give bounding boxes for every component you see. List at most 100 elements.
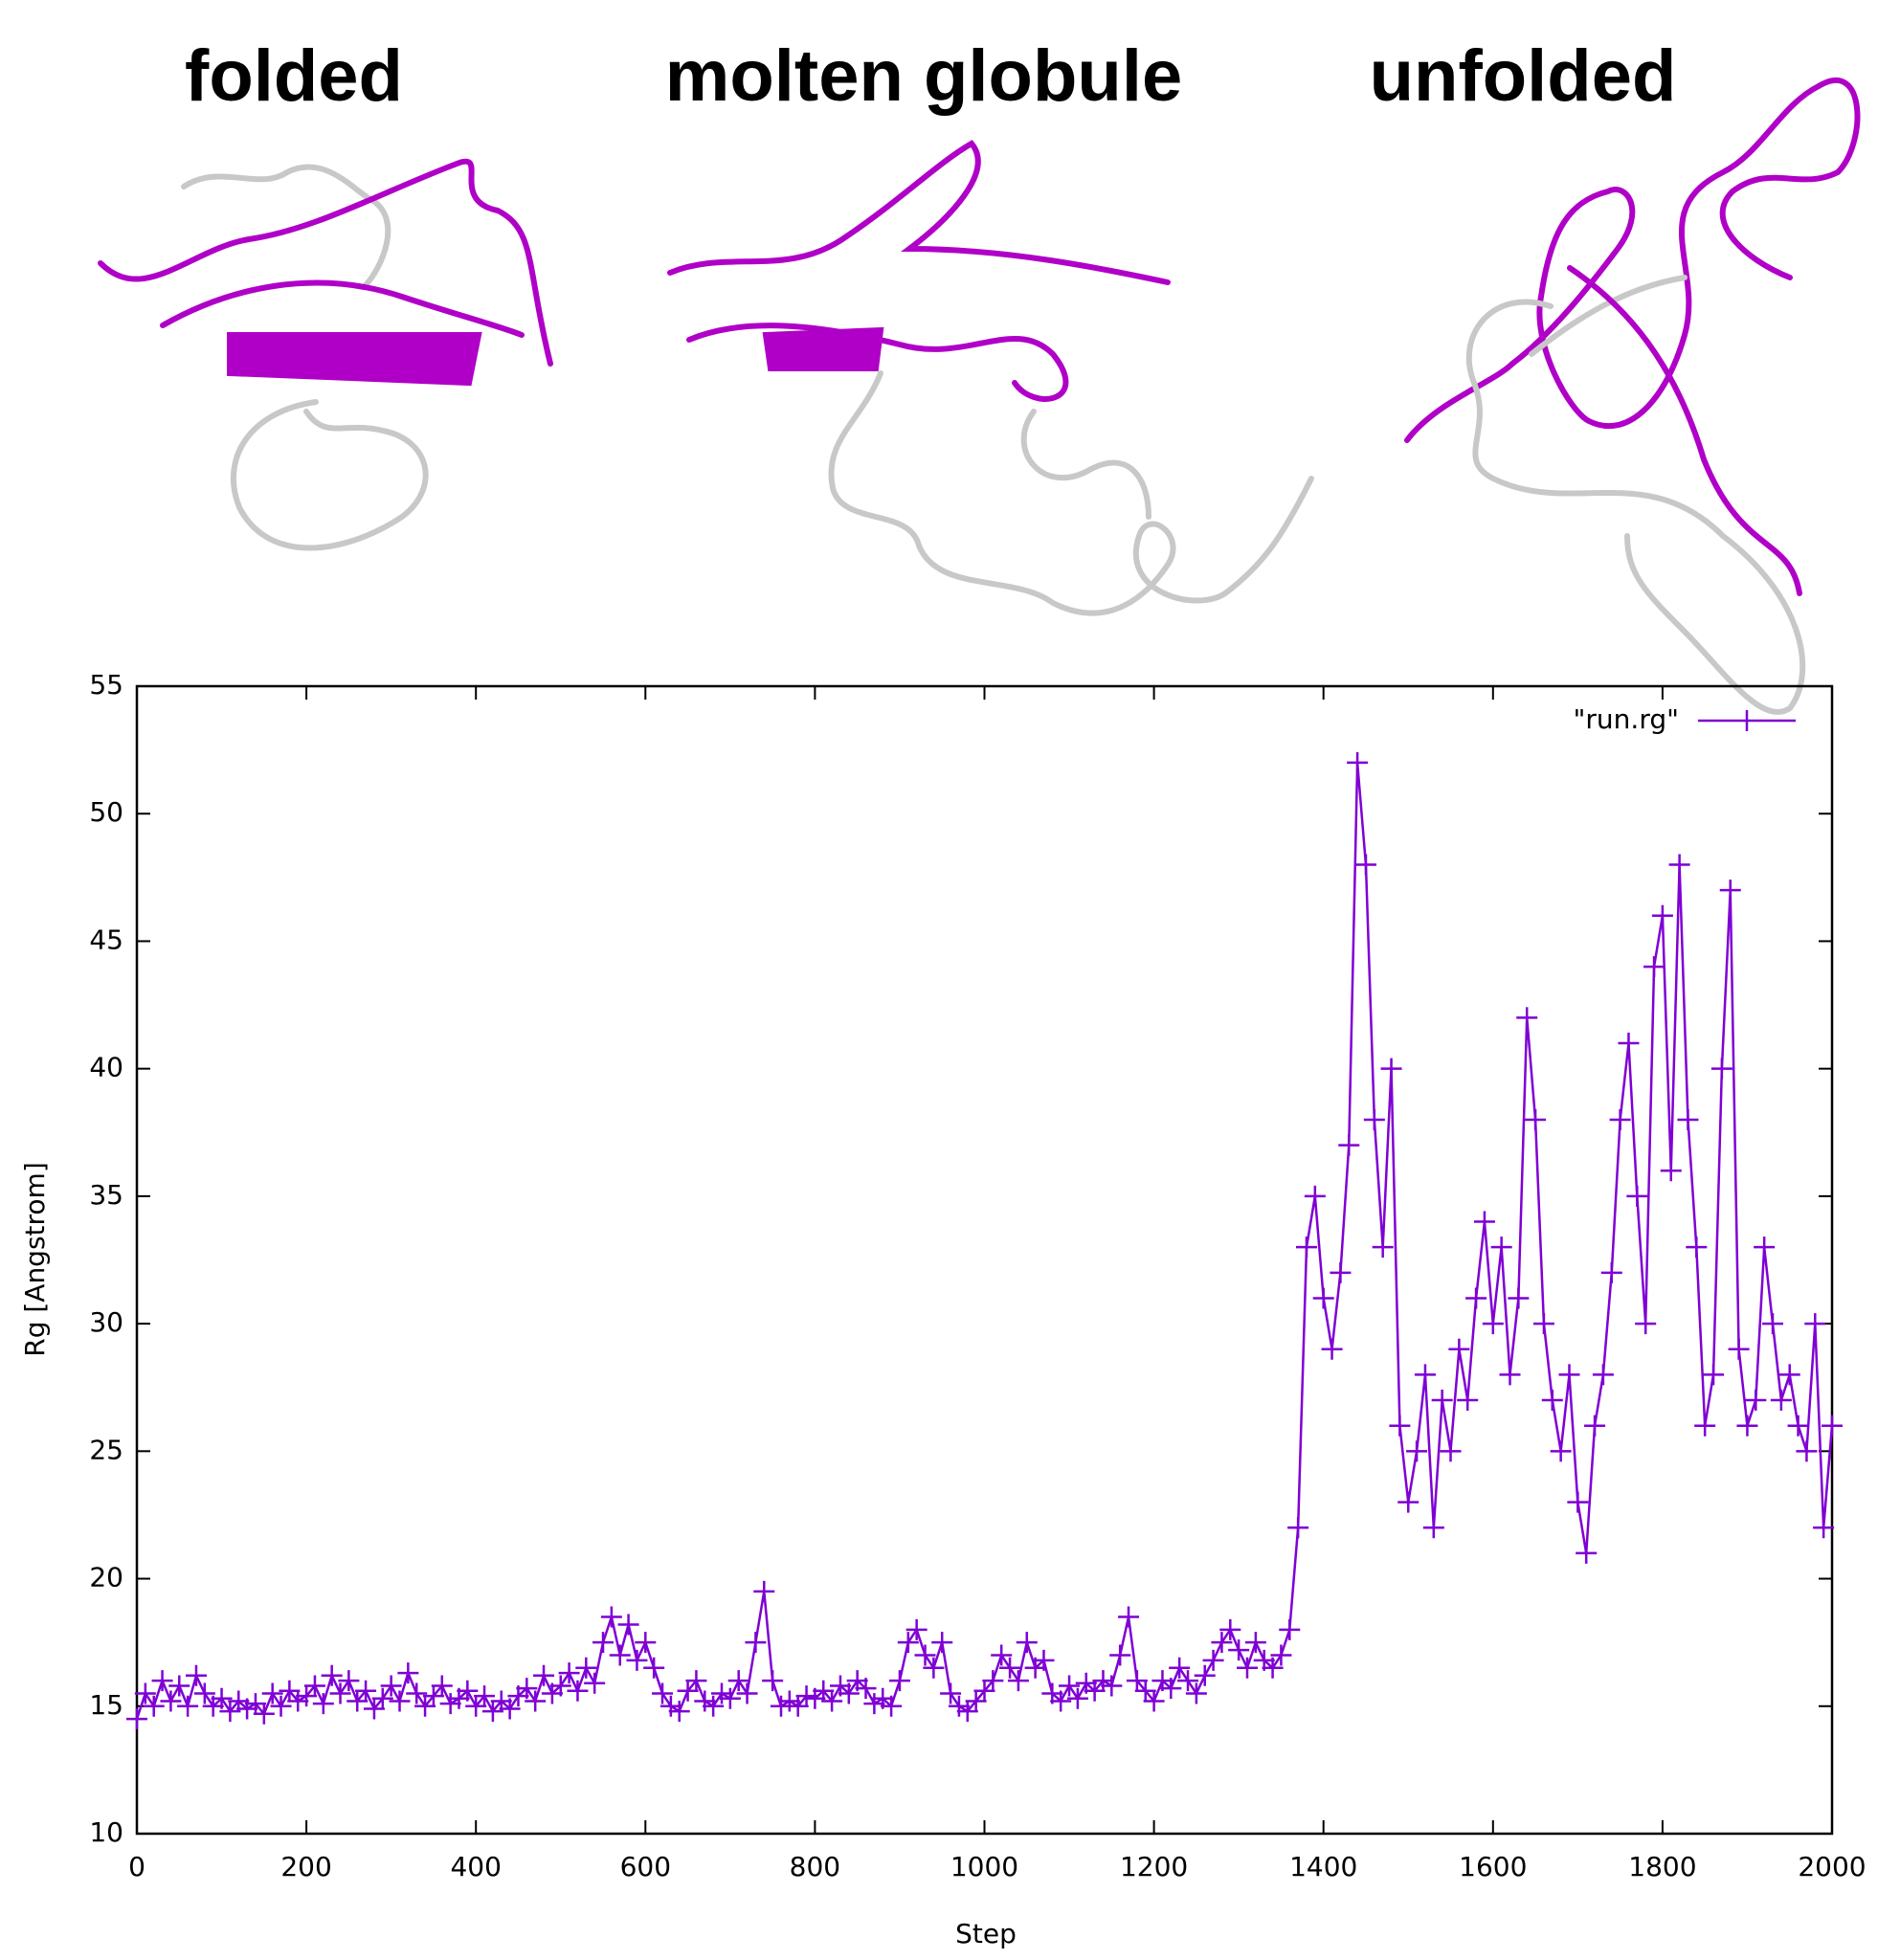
protein-structures: [98, 78, 1861, 715]
point-marker: [151, 1670, 173, 1692]
point-marker: [236, 1698, 258, 1720]
annotation: molten globule: [665, 35, 1182, 117]
point-marker: [1626, 1185, 1648, 1207]
point-marker: [371, 1687, 393, 1709]
point-marker: [253, 1703, 275, 1725]
point-marker: [745, 1632, 767, 1654]
point-marker: [1101, 1675, 1123, 1697]
point-marker: [296, 1685, 318, 1707]
x-tick-label: 1400: [1289, 1851, 1357, 1882]
point-marker: [481, 1701, 503, 1723]
y-tick-label: 55: [89, 669, 123, 701]
point-marker: [1822, 1414, 1843, 1437]
point-marker: [965, 1690, 987, 1712]
point-marker: [1354, 854, 1376, 876]
coil: [1465, 275, 1806, 715]
point-marker: [1686, 1236, 1708, 1258]
point-marker: [321, 1664, 343, 1686]
point-marker: [1457, 1390, 1479, 1412]
point-marker: [635, 1632, 657, 1654]
point-marker: [160, 1690, 182, 1712]
point-marker: [533, 1664, 555, 1686]
x-tick-label: 1800: [1628, 1851, 1696, 1882]
point-marker: [948, 1695, 970, 1717]
point-marker: [1160, 1678, 1182, 1700]
point-marker: [881, 1695, 903, 1717]
point-marker: [143, 1695, 165, 1717]
point-marker: [1516, 1007, 1538, 1029]
coil: [160, 279, 525, 338]
point-marker: [1304, 1185, 1326, 1207]
point-marker: [1635, 1313, 1657, 1335]
point-marker: [1558, 1364, 1580, 1386]
point-marker: [855, 1678, 877, 1700]
point-marker: [168, 1675, 190, 1697]
coil: [667, 140, 1171, 285]
point-marker: [1643, 956, 1665, 978]
point-marker: [609, 1644, 631, 1666]
y-tick-label: 30: [89, 1306, 123, 1338]
point-marker: [397, 1662, 419, 1684]
point-marker: [1525, 1108, 1547, 1130]
point-marker: [888, 1670, 910, 1692]
point-marker: [1618, 1033, 1640, 1055]
coil: [98, 158, 553, 367]
point-marker: [1804, 1313, 1826, 1335]
point-marker: [431, 1675, 453, 1697]
point-marker: [1550, 1440, 1572, 1462]
point-marker: [643, 1657, 665, 1679]
point-marker: [1312, 1287, 1334, 1309]
point-marker: [1007, 1670, 1029, 1692]
point-marker: [1397, 1491, 1419, 1513]
point-marker: [1279, 1618, 1301, 1640]
point-marker: [694, 1690, 716, 1712]
point-marker: [1033, 1649, 1055, 1671]
coil: [230, 399, 429, 551]
point-marker: [1490, 1236, 1512, 1258]
coil: [1567, 265, 1802, 596]
x-tick-label: 400: [450, 1851, 501, 1882]
point-marker: [1703, 1364, 1725, 1386]
point-marker: [1609, 1108, 1631, 1130]
point-marker: [778, 1690, 800, 1712]
point-marker: [1406, 1440, 1428, 1462]
point-marker: [659, 1695, 682, 1717]
point-marker: [516, 1678, 538, 1700]
point-marker: [1211, 1632, 1233, 1654]
point-marker: [703, 1695, 725, 1717]
point-marker: [1422, 1517, 1444, 1539]
helix: [762, 326, 884, 371]
point-marker: [363, 1698, 385, 1720]
annotation: unfolded: [1370, 35, 1677, 117]
point-marker: [177, 1695, 199, 1717]
point-marker: [1778, 1364, 1800, 1386]
helix: [227, 332, 482, 387]
point-marker: [549, 1675, 571, 1697]
point-marker: [753, 1580, 775, 1602]
point-marker: [1813, 1517, 1835, 1539]
point-marker: [1050, 1690, 1072, 1712]
point-marker: [617, 1614, 639, 1636]
point-marker: [923, 1657, 945, 1679]
point-marker: [465, 1695, 487, 1717]
point-marker: [211, 1687, 233, 1709]
point-marker: [1185, 1682, 1207, 1704]
point-marker: [244, 1693, 266, 1715]
point-marker: [1237, 1657, 1259, 1679]
y-axis-label: Rg [Angstrom]: [19, 1162, 51, 1357]
point-marker: [1143, 1690, 1165, 1712]
point-marker: [1321, 1338, 1343, 1360]
plot-frame: [135, 684, 1834, 1836]
point-marker: [439, 1693, 461, 1715]
point-marker: [1194, 1664, 1216, 1686]
point-marker: [474, 1685, 496, 1707]
point-marker: [914, 1644, 936, 1666]
point-marker: [380, 1675, 402, 1697]
point-marker: [1473, 1211, 1495, 1233]
point-marker: [406, 1682, 428, 1704]
point-marker: [897, 1632, 919, 1654]
x-tick-label: 200: [280, 1851, 331, 1882]
point-marker: [727, 1670, 749, 1692]
point-marker: [1728, 1338, 1750, 1360]
point-marker: [567, 1680, 589, 1702]
